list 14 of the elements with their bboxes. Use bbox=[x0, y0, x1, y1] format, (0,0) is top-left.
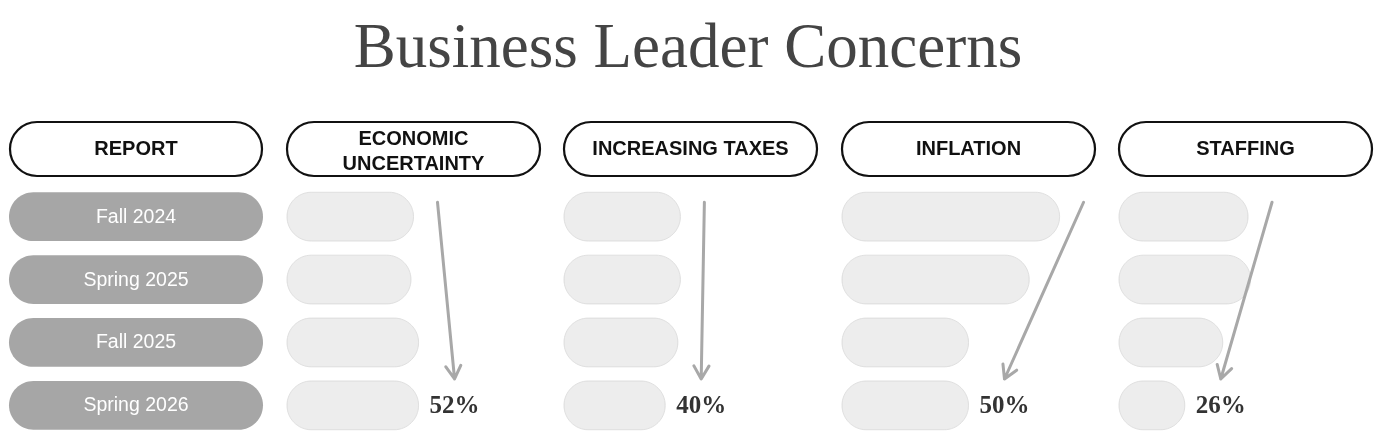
data-label: 40% bbox=[676, 391, 727, 419]
chart-subtitle: INCREASING TAXES bbox=[592, 137, 789, 159]
y-tick-label: Spring 2025 bbox=[83, 267, 189, 290]
text: Business Leader Concerns bbox=[352, 10, 1024, 83]
y-tick-label: Fall 2025 bbox=[95, 330, 177, 353]
chart-subtitle: STAFFING bbox=[1196, 137, 1295, 159]
y-axis-title: REPORT bbox=[94, 137, 178, 159]
data-label: 50% bbox=[979, 391, 1030, 419]
chart-subtitle: ECONOMIC UNCERTAINTY bbox=[342, 126, 486, 174]
data-label: 26% bbox=[1195, 391, 1246, 419]
data-label: 52% bbox=[429, 391, 480, 419]
chart-subtitle: INFLATION bbox=[915, 137, 1021, 159]
y-tick-label: Spring 2026 bbox=[83, 393, 189, 416]
y-tick-label: Fall 2024 bbox=[95, 204, 177, 227]
